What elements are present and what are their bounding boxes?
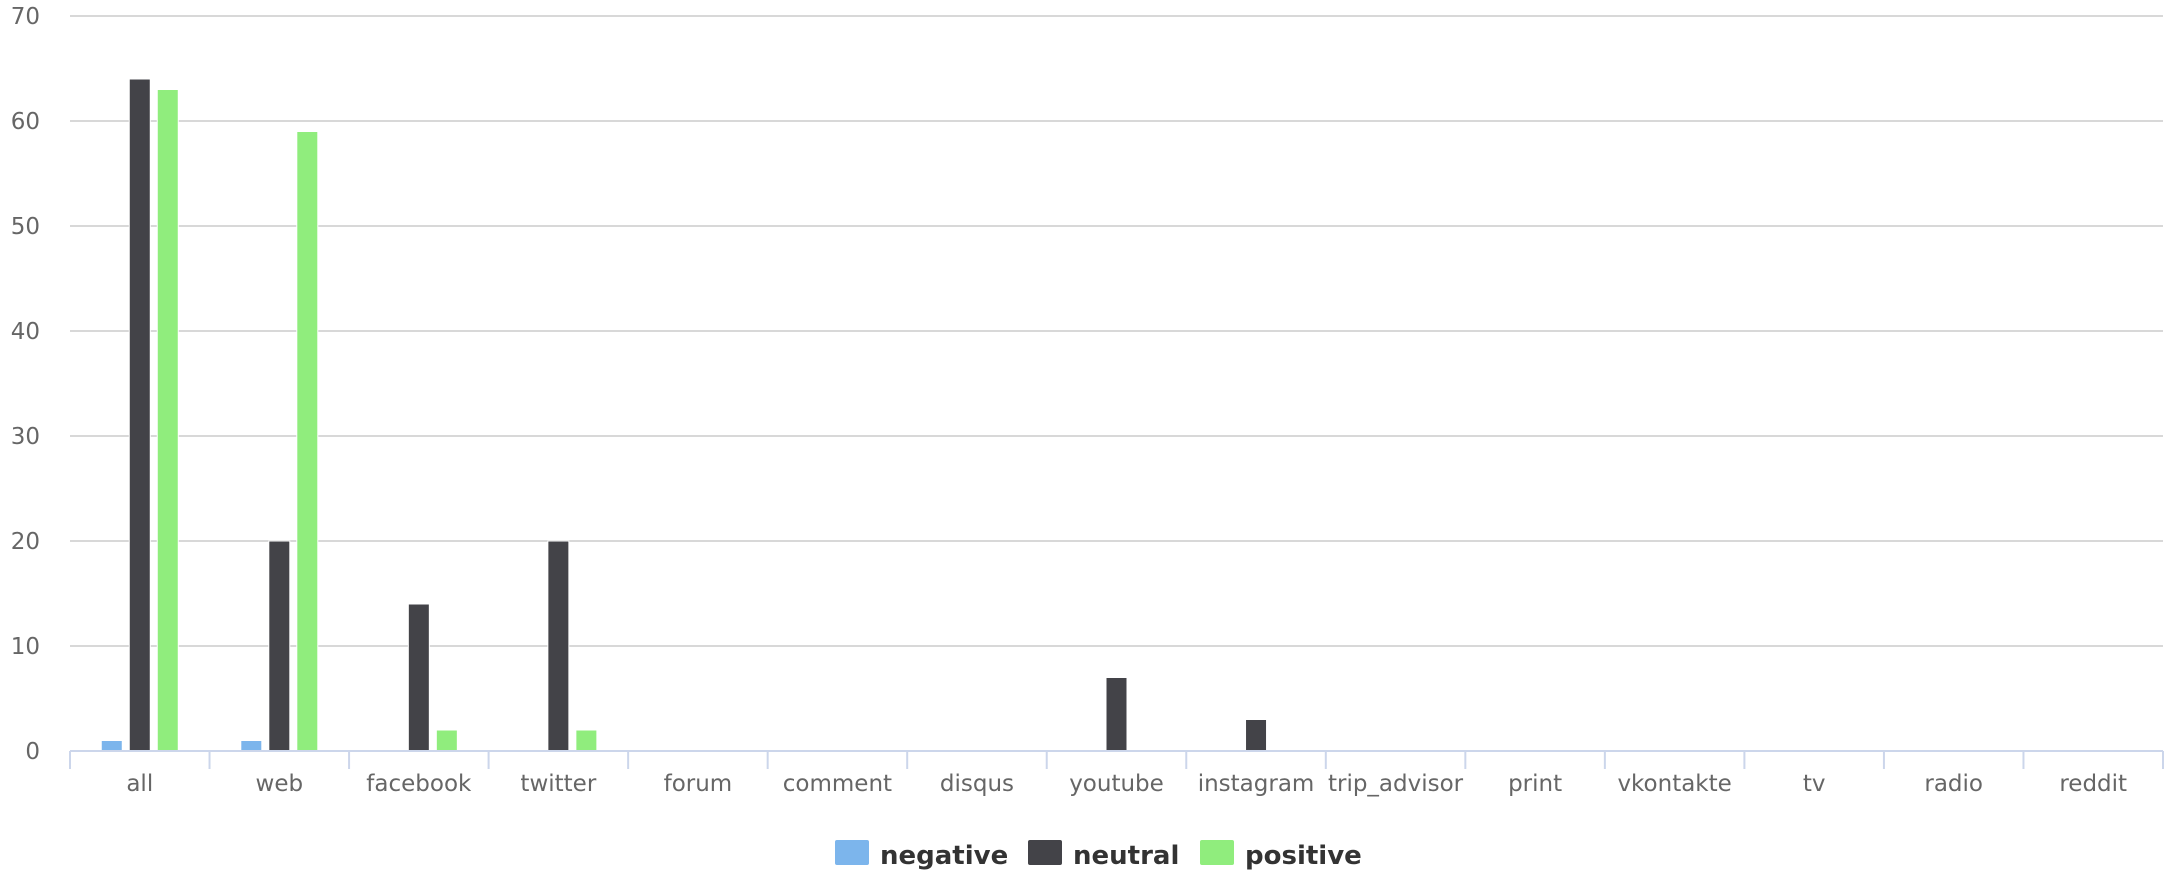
y-tick-label: 0 — [25, 739, 40, 765]
x-tick-label: instagram — [1198, 771, 1315, 797]
bar-positive-twitter[interactable] — [575, 729, 598, 752]
legend-item-neutral[interactable]: neutral — [1028, 840, 1179, 871]
x-tick-label: twitter — [520, 771, 596, 797]
bar-negative-all[interactable] — [100, 740, 123, 752]
x-tick-label: vkontakte — [1617, 771, 1731, 797]
bar-positive-all[interactable] — [156, 89, 179, 752]
x-tick-label: all — [126, 771, 153, 797]
x-tick-label: facebook — [366, 771, 472, 797]
bar-positive-web[interactable] — [296, 131, 319, 752]
bar-positive-facebook[interactable] — [435, 729, 458, 752]
y-tick-label: 30 — [11, 424, 40, 450]
y-tick-label: 10 — [11, 634, 40, 660]
x-tick-label: radio — [1924, 771, 1983, 797]
x-tick-label: trip_advisor — [1328, 771, 1464, 797]
bar-neutral-youtube[interactable] — [1105, 677, 1128, 752]
y-tick-label: 20 — [11, 529, 40, 555]
x-tick-label: reddit — [2059, 771, 2127, 797]
bar-negative-web[interactable] — [240, 740, 263, 752]
x-tick-label: comment — [783, 771, 892, 797]
bar-neutral-facebook[interactable] — [407, 603, 430, 752]
legend: negative neutral positive — [835, 840, 1362, 871]
x-tick-label: disqus — [940, 771, 1014, 797]
x-tick-label: tv — [1803, 771, 1826, 797]
y-tick-label: 40 — [11, 319, 40, 345]
bar-neutral-web[interactable] — [268, 540, 291, 752]
legend-swatch-positive — [1200, 840, 1234, 865]
grid-lines — [70, 15, 2163, 647]
bar-neutral-twitter[interactable] — [547, 540, 570, 752]
legend-label-neutral: neutral — [1073, 841, 1179, 871]
legend-label-positive: positive — [1245, 841, 1362, 871]
x-tick-label: print — [1508, 771, 1562, 797]
x-tick-label: web — [256, 771, 304, 797]
legend-swatch-neutral — [1028, 840, 1062, 865]
bar-neutral-all[interactable] — [128, 78, 151, 752]
y-tick-label: 70 — [11, 4, 40, 30]
legend-item-positive[interactable]: positive — [1200, 840, 1362, 871]
legend-item-negative[interactable]: negative — [835, 840, 1008, 871]
legend-label-negative: negative — [880, 841, 1008, 871]
x-tick-label: youtube — [1069, 771, 1164, 797]
bar-neutral-instagram[interactable] — [1245, 719, 1268, 752]
bars — [100, 78, 1268, 752]
legend-swatch-negative — [835, 840, 869, 865]
x-tick-label: forum — [664, 771, 733, 797]
y-tick-label: 60 — [11, 109, 40, 135]
x-axis: all web facebook twitter forum comment disqus y… — [69, 750, 2164, 797]
y-axis-ticks: 0 10 20 30 40 50 60 70 — [11, 4, 40, 765]
y-tick-label: 50 — [11, 214, 40, 240]
